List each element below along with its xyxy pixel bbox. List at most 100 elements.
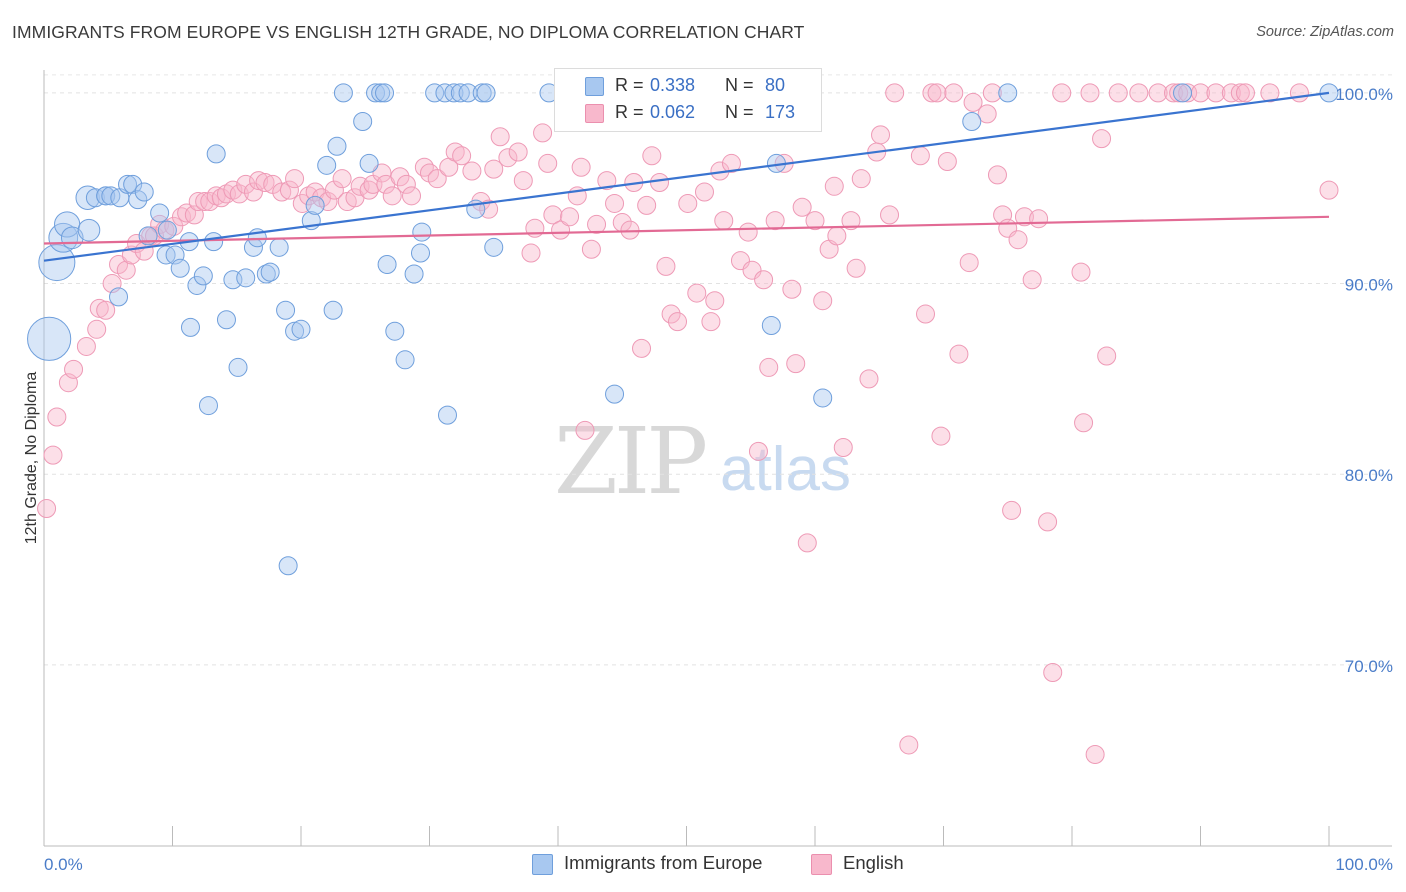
english-point xyxy=(211,188,231,208)
immigrants-point xyxy=(333,83,353,103)
english-point xyxy=(678,193,698,213)
chart-title: IMMIGRANTS FROM EUROPE VS ENGLISH 12TH G… xyxy=(12,22,805,42)
immigrants-point xyxy=(134,182,154,202)
legend-r-value: 0.338 xyxy=(650,75,696,95)
immigrants-point xyxy=(353,111,373,131)
immigrants-point xyxy=(276,300,296,320)
english-point xyxy=(372,163,392,183)
english-point xyxy=(705,291,725,311)
immigrants-point xyxy=(128,190,148,210)
series-legend: Immigrants from Europe English xyxy=(0,852,1406,878)
english-point xyxy=(797,533,817,553)
english-point xyxy=(824,176,844,196)
english-point xyxy=(605,193,625,213)
english-point xyxy=(931,426,951,446)
english-point xyxy=(533,123,553,143)
english-point xyxy=(754,270,774,290)
immigrants-point xyxy=(96,186,116,206)
english-point xyxy=(859,369,879,389)
english-point xyxy=(1002,500,1022,520)
immigrants-point xyxy=(204,232,224,252)
immigrants-point xyxy=(375,83,395,103)
english-point xyxy=(949,344,969,364)
english-point xyxy=(937,152,957,172)
english-point xyxy=(813,291,833,311)
english-point xyxy=(1097,346,1117,366)
english-point xyxy=(880,205,900,225)
immigrants-points xyxy=(27,83,1339,576)
english-point xyxy=(538,153,558,173)
y-tick-label: 70.0% xyxy=(1345,657,1393,676)
series-swatch-blue xyxy=(532,854,553,875)
english-point xyxy=(513,171,533,191)
y-tick-label: 90.0% xyxy=(1345,276,1393,295)
immigrants-point xyxy=(269,237,289,257)
english-point xyxy=(786,354,806,374)
legend-r-value: 0.062 xyxy=(650,102,696,122)
english-point xyxy=(109,254,129,274)
english-point xyxy=(701,312,721,332)
english-point xyxy=(390,167,410,187)
immigrants-point xyxy=(412,222,432,242)
english-point xyxy=(656,256,676,276)
immigrants-point xyxy=(187,275,207,295)
immigrants-point xyxy=(962,111,982,131)
immigrants-point xyxy=(761,315,781,335)
english-point xyxy=(637,195,657,215)
immigrants-point xyxy=(1173,83,1193,103)
english-point xyxy=(427,169,447,189)
english-point xyxy=(324,180,344,200)
english-point xyxy=(782,279,802,299)
english-point xyxy=(910,146,930,166)
immigrants-point xyxy=(216,310,236,330)
english-point xyxy=(150,214,170,234)
immigrants-point xyxy=(425,83,445,103)
english-point xyxy=(1014,207,1034,227)
english-point xyxy=(1289,83,1309,103)
immigrants-point xyxy=(193,266,213,286)
english-point xyxy=(694,182,714,202)
english-point xyxy=(1230,83,1250,103)
immigrants-point xyxy=(150,203,170,223)
legend-row-english: R = 0.062 N = 173 xyxy=(555,100,821,127)
immigrants-point xyxy=(377,254,397,274)
english-point xyxy=(272,182,292,202)
immigrants-point xyxy=(260,262,280,282)
english-point xyxy=(318,192,338,212)
immigrants-point xyxy=(327,136,347,156)
english-point xyxy=(1206,83,1226,103)
english-point xyxy=(64,359,84,379)
english-point xyxy=(508,142,528,162)
immigrants-point xyxy=(157,220,177,240)
english-point xyxy=(37,499,57,519)
legend-row-immigrants: R = 0.338 N = 80 xyxy=(555,73,821,100)
english-point xyxy=(748,441,768,461)
immigrants-point xyxy=(323,300,343,320)
english-point xyxy=(452,146,472,166)
legend-swatch-pink xyxy=(585,104,604,123)
english-point xyxy=(982,83,1002,103)
english-point xyxy=(47,407,67,427)
x-tick-label: 100.0% xyxy=(1335,855,1393,874)
english-point xyxy=(116,260,136,280)
english-point xyxy=(177,203,197,223)
english-point xyxy=(1235,83,1255,103)
english-point xyxy=(833,438,853,458)
english-point xyxy=(738,222,758,242)
immigrants-point xyxy=(450,83,470,103)
english-point xyxy=(587,214,607,234)
english-point xyxy=(279,180,299,200)
legend-n-label: N = xyxy=(725,102,754,122)
english-point xyxy=(927,83,947,103)
english-point xyxy=(792,197,812,217)
english-point xyxy=(1129,83,1149,103)
legend-n-label: N = xyxy=(725,75,754,95)
english-point xyxy=(76,336,96,356)
english-point xyxy=(916,304,936,324)
x-tick-label: 0.0% xyxy=(44,855,83,874)
english-point xyxy=(498,148,518,168)
english-point xyxy=(484,159,504,179)
immigrants-point xyxy=(118,174,138,194)
english-point xyxy=(1022,270,1042,290)
